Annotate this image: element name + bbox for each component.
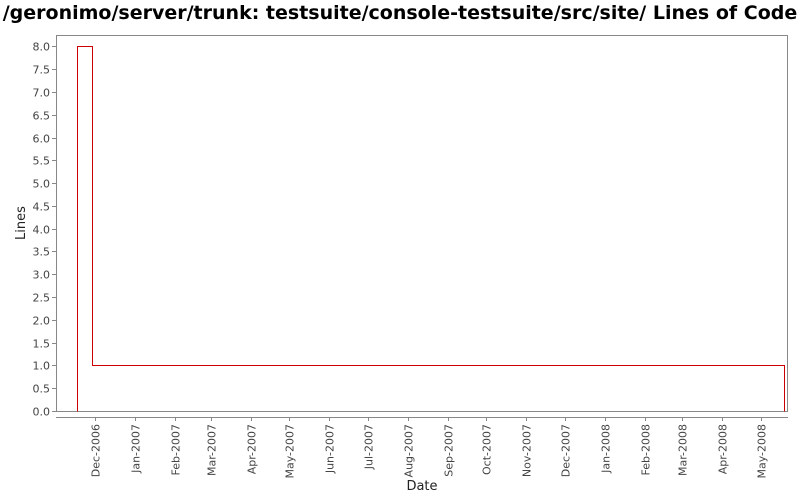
x-axis: Dec-2006 Jan-2007 Feb-2007 Mar-2007 Apr-2007…: [56, 417, 788, 479]
y-axis: 0.0 0.5 1.0 1.5 2.0 2.5 3.0 3.5 4.0 4.5 5.0 5.5 6.0 6…: [33, 41, 56, 419]
x-tick-label: Dec-2006: [90, 424, 103, 477]
y-tick-label: 2.5: [33, 292, 51, 305]
x-tick-label: Apr-2008: [717, 424, 730, 474]
x-tick-label: Dec-2007: [560, 424, 573, 477]
plot-background: [56, 35, 788, 412]
y-tick-label: 0.5: [33, 383, 51, 396]
y-tick-label: 1.0: [33, 360, 51, 373]
x-tick-label: Aug-2007: [403, 424, 416, 477]
x-tick-label: Mar-2007: [206, 424, 219, 476]
x-tick-label: Jan-2007: [130, 424, 143, 474]
x-tick-label: May-2007: [284, 424, 297, 479]
series-line: [77, 46, 785, 412]
x-tick-label: Jun-2007: [324, 424, 337, 474]
y-tick-label: 3.5: [33, 246, 51, 259]
y-tick-label: 7.0: [33, 87, 51, 100]
y-tick-label: 5.0: [33, 178, 51, 191]
y-tick-label: 6.0: [33, 133, 51, 146]
y-tick-label: 3.0: [33, 269, 51, 282]
x-tick-label: Apr-2007: [246, 424, 259, 474]
series-layer: [77, 46, 785, 412]
y-tick-label: 4.5: [33, 201, 51, 214]
x-tick-label: Oct-2007: [481, 424, 494, 475]
y-tick-label: 5.5: [33, 155, 51, 168]
x-tick-label: Feb-2007: [170, 424, 183, 475]
chart-title: /geronimo/server/trunk: testsuite/consol…: [2, 2, 798, 24]
x-tick-label: Jul-2007: [363, 424, 376, 470]
y-tick-label: 6.5: [33, 110, 51, 123]
x-tick-label: Mar-2008: [677, 424, 690, 476]
y-axis-label: Lines: [14, 206, 29, 240]
y-tick-label: 2.0: [33, 315, 51, 328]
y-tick-label: 1.5: [33, 338, 51, 351]
x-tick-label: Jan-2008: [600, 424, 613, 474]
x-axis-label: Date: [406, 479, 437, 494]
x-tick-label: Feb-2008: [640, 424, 653, 475]
y-tick-label: 8.0: [33, 41, 51, 54]
y-tick-label: 0.0: [33, 406, 51, 419]
x-tick-label: Nov-2007: [521, 424, 534, 477]
x-tick-label: May-2008: [756, 424, 769, 479]
x-tick-label: Sep-2007: [443, 424, 456, 477]
y-tick-label: 4.0: [33, 224, 51, 237]
y-tick-label: 7.5: [33, 64, 51, 77]
